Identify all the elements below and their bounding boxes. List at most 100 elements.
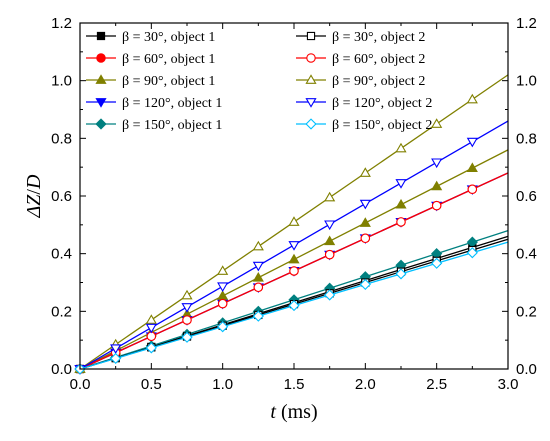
data-point — [181, 289, 193, 300]
data-point — [305, 74, 317, 84]
data-point — [95, 118, 107, 130]
x-tick-label: 2.0 — [355, 376, 376, 393]
legend-item: β = 150°, object 1 — [86, 118, 222, 133]
y-axis-title: ΔZ/D — [23, 174, 45, 218]
y-tick-label: 0.0 — [51, 361, 72, 378]
data-point — [431, 158, 443, 169]
x-tick-label: 1.5 — [284, 376, 305, 393]
legend-item: β = 150°, object 2 — [296, 118, 432, 133]
data-point — [96, 53, 106, 63]
legend-item: β = 120°, object 2 — [296, 96, 432, 111]
x-axis-title: t (ms) — [270, 401, 317, 423]
data-point — [288, 216, 300, 226]
data-point — [95, 98, 107, 108]
data-point — [145, 314, 157, 324]
data-point — [217, 321, 229, 333]
data-point — [324, 235, 336, 246]
data-point — [395, 179, 407, 189]
data-point — [289, 266, 299, 276]
legend-item: β = 30°, object 2 — [296, 30, 425, 45]
data-point — [253, 282, 264, 293]
data-point — [324, 220, 336, 231]
axes-layer: 0.0 0.5 1.0 1.5 2.0 2.5 3.00.0 0.00.2 0.20.4 0.40… — [51, 15, 537, 393]
data-point — [181, 303, 193, 313]
data-point — [306, 31, 316, 41]
data-point — [467, 184, 478, 195]
data-point — [252, 240, 264, 251]
legend-label: β = 150°, object 1 — [122, 118, 222, 133]
y-tick-label: 1.2 — [51, 15, 72, 32]
x-tick-label: 1.0 — [212, 376, 233, 393]
data-point — [324, 191, 336, 202]
data-point — [324, 249, 335, 260]
data-point — [431, 180, 443, 191]
data-point — [182, 315, 192, 325]
y-tick-label-right: 0.6 — [516, 188, 537, 205]
data-point — [95, 74, 107, 84]
data-point — [396, 217, 406, 227]
data-point — [359, 217, 371, 227]
data-point — [359, 199, 371, 210]
legend-label: β = 150°, object 2 — [332, 118, 432, 133]
legend-item: β = 60°, object 2 — [296, 52, 425, 67]
y-tick-label: 1.0 — [51, 73, 72, 90]
y-tick-label-right: 1.0 — [516, 73, 537, 90]
data-point — [360, 233, 371, 244]
y-tick-label-right: 0.4 — [516, 246, 537, 263]
data-point — [288, 241, 300, 251]
data-point — [288, 299, 300, 312]
data-point — [217, 282, 229, 293]
data-point — [359, 167, 371, 177]
y-tick-label-right: 1.2 — [516, 15, 537, 32]
legend: β = 30°, object 1 β = 60°, object 1 β = 90… — [86, 30, 432, 133]
data-point — [324, 289, 336, 301]
legend-item: β = 90°, object 2 — [296, 74, 425, 89]
y-tick-label-right: 0.0 — [516, 361, 537, 378]
y-tick-label: 0.2 — [51, 303, 72, 320]
data-point — [110, 352, 122, 365]
legend-label: β = 120°, object 2 — [332, 96, 432, 111]
data-point — [431, 257, 443, 269]
data-point — [217, 298, 228, 309]
y-tick-label: 0.8 — [51, 130, 72, 147]
x-tick-label: 2.5 — [426, 376, 447, 393]
data-point — [306, 53, 316, 63]
data-point — [145, 342, 157, 354]
legend-label: β = 60°, object 1 — [122, 52, 215, 67]
data-point — [395, 142, 407, 153]
series-8 — [74, 74, 509, 373]
data-point — [252, 271, 264, 282]
data-point — [466, 162, 478, 173]
x-tick-label: 3.0 — [498, 376, 519, 393]
legend-item: β = 60°, object 1 — [86, 52, 215, 67]
data-point — [305, 118, 317, 130]
data-point — [288, 253, 300, 264]
data-point — [305, 98, 317, 108]
legend-label: β = 90°, object 1 — [122, 74, 215, 89]
y-tick-label-right: 0.2 — [516, 303, 537, 320]
y-tick-label: 0.4 — [51, 246, 72, 263]
data-point — [252, 310, 264, 322]
legend-label: β = 120°, object 1 — [122, 96, 222, 111]
legend-label: β = 60°, object 2 — [332, 52, 425, 67]
legend-label: β = 30°, object 2 — [332, 30, 425, 45]
data-point — [181, 331, 193, 343]
data-point — [145, 323, 157, 334]
x-tick-label: 0.0 — [70, 376, 91, 393]
data-point — [252, 261, 264, 272]
data-point — [96, 31, 106, 41]
data-point — [217, 265, 229, 275]
data-point — [466, 247, 478, 259]
y-tick-label: 0.6 — [51, 188, 72, 205]
legend-item: β = 30°, object 1 — [86, 30, 215, 45]
x-tick-label: 0.5 — [141, 376, 162, 393]
data-point — [395, 268, 407, 280]
legend-label: β = 30°, object 1 — [122, 30, 215, 45]
series-10 — [74, 241, 509, 375]
data-point — [466, 137, 478, 148]
legend-item: β = 90°, object 1 — [86, 74, 215, 89]
legend-label: β = 90°, object 2 — [332, 74, 425, 89]
data-point — [431, 200, 442, 211]
series-layer — [74, 74, 509, 375]
